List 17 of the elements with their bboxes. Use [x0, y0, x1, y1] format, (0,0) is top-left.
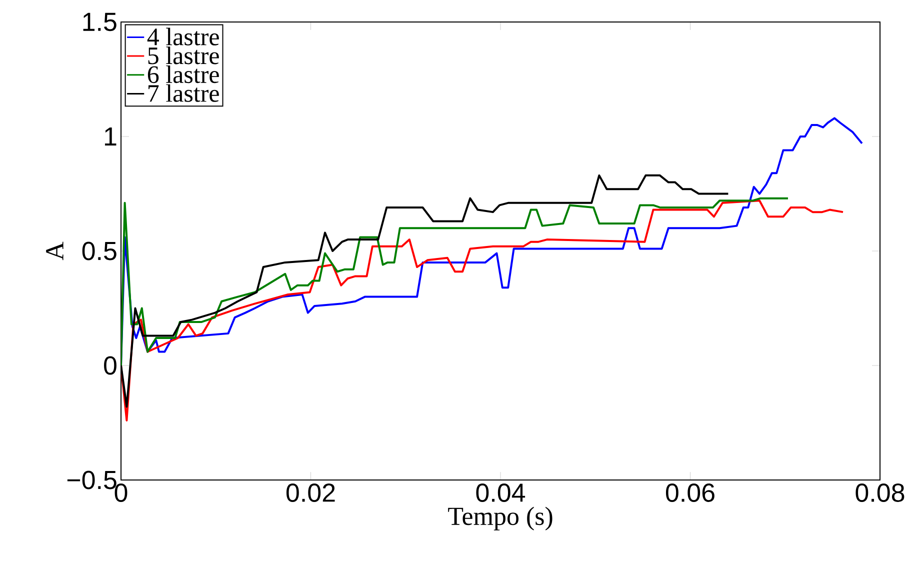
x-tick-label: 0.06 [666, 484, 714, 502]
y-tick-label: 1.5 [83, 12, 116, 32]
y-tick-label: 1 [104, 128, 116, 146]
x-tick-label: 0.02 [286, 484, 335, 502]
legend-label: 5 lastre [148, 46, 219, 64]
legend-label: 7 lastre [148, 84, 219, 102]
x-axis-title: Tempo (s) [448, 506, 552, 530]
line-series [121, 197, 789, 366]
x-tick-label: 0.04 [476, 484, 526, 502]
y-tick-label: −0.5 [67, 470, 116, 490]
y-tick-label: 0 [104, 356, 116, 375]
line-series [121, 200, 844, 422]
legend-label: 4 lastre [147, 28, 219, 46]
y-tick-label: 0.5 [82, 242, 116, 260]
y-axis-title: A [46, 242, 64, 260]
legend-label: 6 lastre [148, 65, 219, 84]
x-tick-label: 0.08 [856, 484, 904, 502]
